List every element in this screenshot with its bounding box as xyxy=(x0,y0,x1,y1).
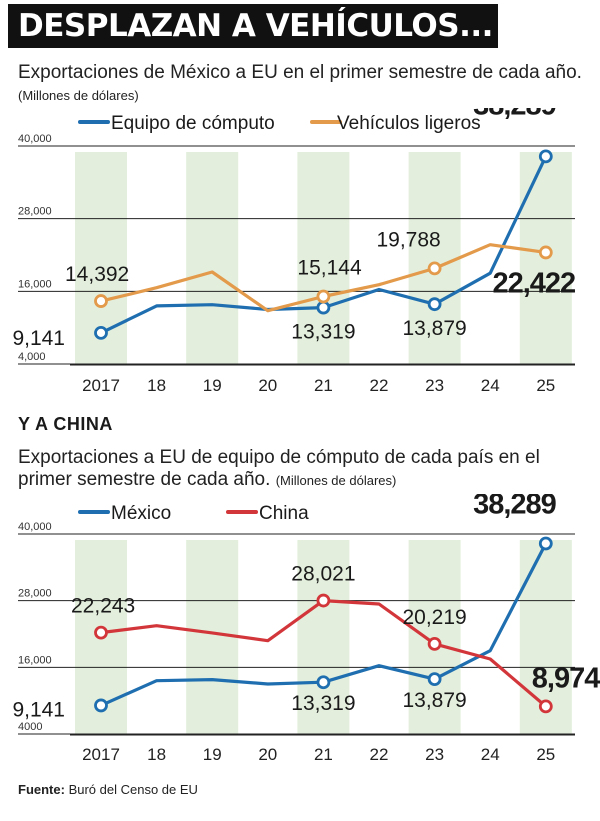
y-tick-label: 16,000 xyxy=(18,278,52,290)
data-point-marker xyxy=(427,672,442,687)
background-band xyxy=(186,152,239,364)
x-tick-label: 18 xyxy=(147,376,166,395)
x-tick-label: 23 xyxy=(425,745,444,764)
chart2-subtitle: Exportaciones a EU de equipo de cómputo … xyxy=(18,447,593,492)
x-tick-label: 2017 xyxy=(82,745,120,764)
x-tick-label: 19 xyxy=(203,745,222,764)
data-label: 38,289 xyxy=(473,108,557,121)
x-tick-label: 22 xyxy=(370,745,389,764)
data-label: 22,422 xyxy=(492,267,575,299)
data-label: 13,879 xyxy=(402,689,466,712)
x-tick-label: 24 xyxy=(481,376,500,395)
data-label: 19,788 xyxy=(376,228,440,251)
chart2-line-chart: 40,000 28,000 16,000 4000 2017 18 19 20 21 22 23 24… xyxy=(12,494,600,764)
legend-label: Equipo de cómputo xyxy=(111,113,275,134)
data-point-marker xyxy=(316,593,331,608)
y-tick-label: 28,000 xyxy=(18,206,52,218)
background-band xyxy=(297,540,350,734)
x-tick-label: 18 xyxy=(147,745,166,764)
y-tick-label: 4,000 xyxy=(18,351,46,363)
headline: DESPLAZAN A VEHÍCULOS... xyxy=(8,4,498,48)
data-label: 15,144 xyxy=(297,257,362,280)
source-text: Buró del Censo de EU xyxy=(68,782,198,797)
y-tick-label: 4000 xyxy=(18,721,42,733)
chart2-title: Exportaciones a EU de equipo de cómputo … xyxy=(18,447,540,490)
source-note: Fuente: Buró del Censo de EU xyxy=(18,782,198,797)
data-point-marker xyxy=(316,289,331,304)
section-label-china: Y A CHINA xyxy=(18,414,113,434)
data-point-marker xyxy=(538,536,553,551)
data-point-marker xyxy=(538,245,553,260)
y-tick-label: 28,000 xyxy=(18,588,52,600)
x-tick-label: 25 xyxy=(536,745,555,764)
data-label: 13,879 xyxy=(402,317,466,340)
data-point-marker xyxy=(538,699,553,714)
data-point-marker xyxy=(94,698,108,713)
source-label: Fuente: xyxy=(18,782,65,797)
x-tick-label: 22 xyxy=(370,376,389,395)
chart1-line-chart: 40,000 28,000 16,000 4,000 2017 18 19 20 21 22 23 2… xyxy=(12,108,576,395)
legend-label: Vehículos ligeros xyxy=(337,113,481,134)
data-label: 38,289 xyxy=(473,494,557,521)
legend-label: México xyxy=(111,503,171,524)
data-point-marker xyxy=(94,325,108,340)
data-label: 20,219 xyxy=(402,606,466,629)
chart2-unit: (Millones de dólares) xyxy=(275,473,397,488)
x-tick-label: 23 xyxy=(425,376,444,395)
data-point-marker xyxy=(427,636,442,651)
y-tick-label: 40,000 xyxy=(18,521,52,533)
background-band xyxy=(186,540,239,734)
data-label: 28,021 xyxy=(291,563,355,586)
x-tick-label: 20 xyxy=(258,745,277,764)
data-label: 13,319 xyxy=(291,692,355,715)
y-tick-label: 16,000 xyxy=(18,654,52,666)
background-band xyxy=(408,152,461,364)
x-tick-label: 2017 xyxy=(82,376,120,395)
background-band xyxy=(297,152,350,364)
chart1-unit: (Millones de dólares) xyxy=(18,88,139,103)
data-point-marker xyxy=(427,297,442,312)
data-point-marker xyxy=(427,261,442,276)
data-point-marker xyxy=(538,149,553,164)
x-tick-label: 19 xyxy=(203,376,222,395)
data-label: 22,243 xyxy=(71,595,135,618)
data-label: 8,974 xyxy=(532,662,600,694)
data-label: 14,392 xyxy=(65,263,129,286)
data-point-marker xyxy=(316,300,331,315)
data-label: 13,319 xyxy=(291,321,355,344)
legend-label: China xyxy=(259,503,309,524)
data-point-marker xyxy=(94,625,108,640)
x-tick-label: 24 xyxy=(481,745,500,764)
data-point-marker xyxy=(316,675,331,690)
x-tick-label: 20 xyxy=(258,376,277,395)
chart1-subtitle: Exportaciones de México a EU en el prime… xyxy=(18,62,593,107)
data-label: 9,141 xyxy=(12,698,65,721)
data-point-marker xyxy=(94,294,108,308)
x-tick-label: 25 xyxy=(536,376,555,395)
chart1-title: Exportaciones de México a EU en el prime… xyxy=(18,62,582,83)
x-tick-label: 21 xyxy=(314,745,333,764)
x-tick-label: 21 xyxy=(314,376,333,395)
y-tick-label: 40,000 xyxy=(18,133,52,145)
data-label: 9,141 xyxy=(12,327,65,350)
